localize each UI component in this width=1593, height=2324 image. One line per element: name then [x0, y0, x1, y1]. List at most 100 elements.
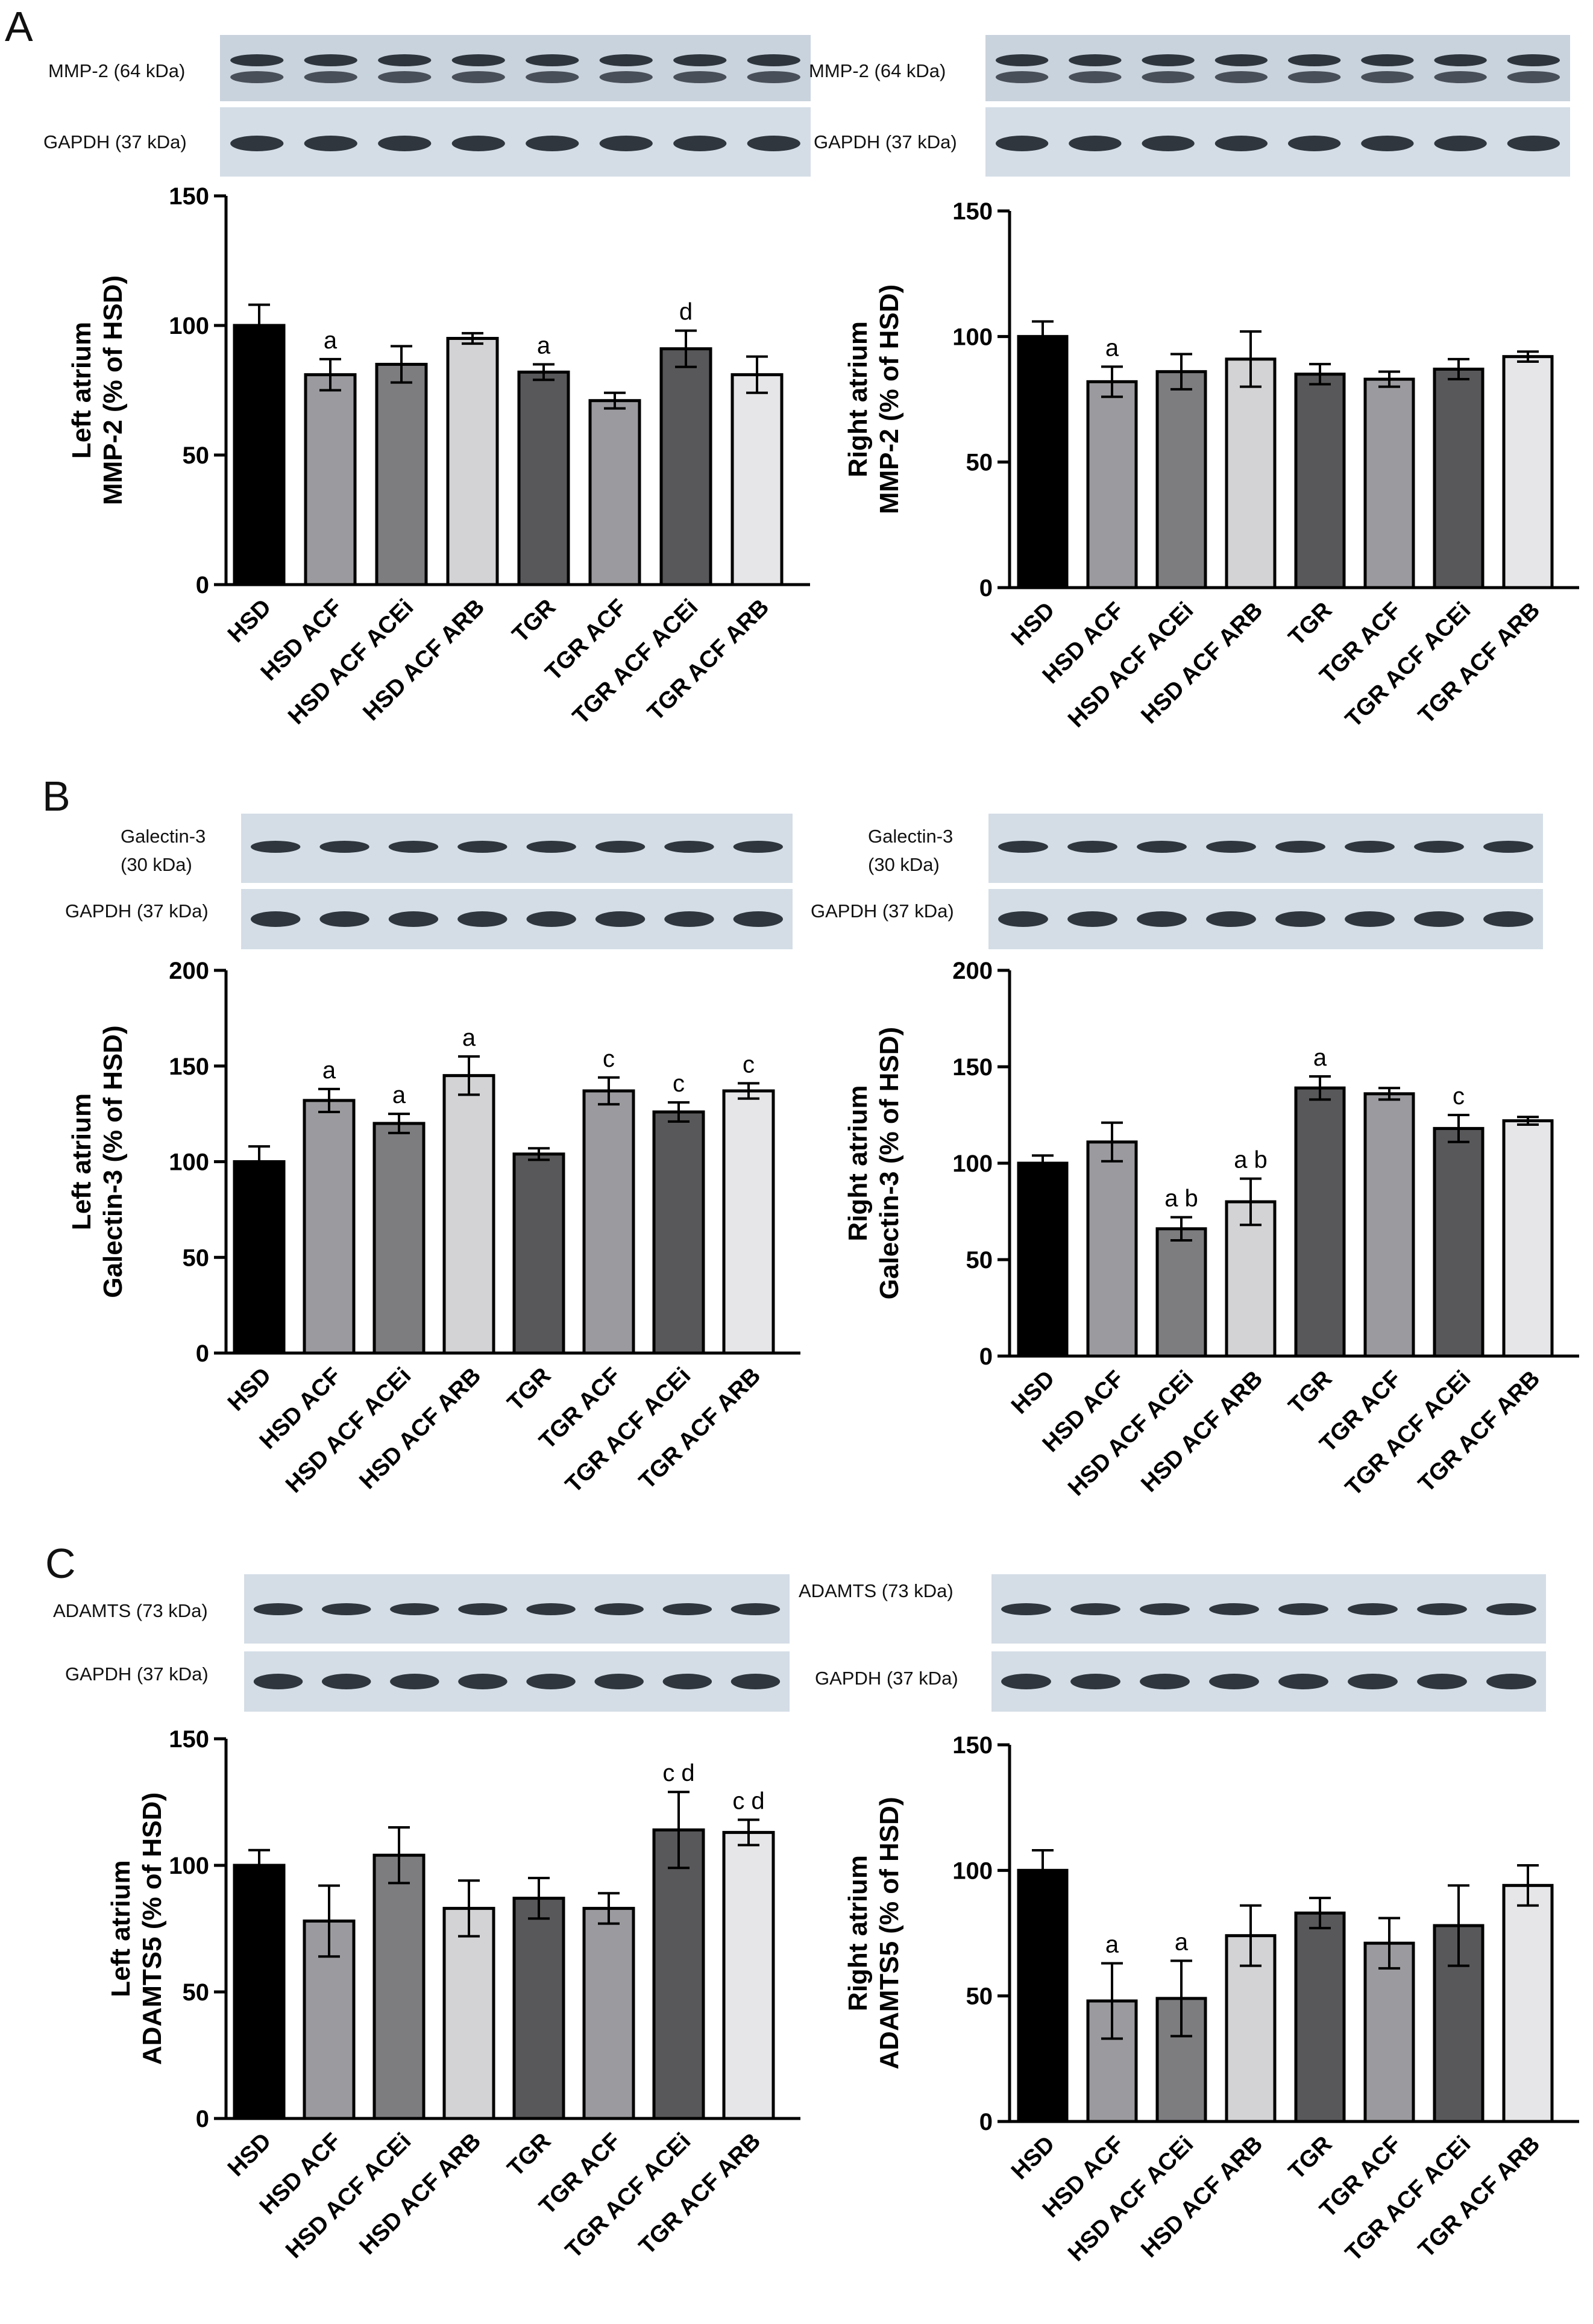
category-label: TGR: [503, 2128, 556, 2182]
blot-band: [731, 1603, 781, 1615]
blot-band: [1486, 1603, 1536, 1615]
category-label: TGR: [1284, 1366, 1337, 1419]
blot-band: [451, 54, 505, 66]
blot-band: [1137, 911, 1187, 927]
blot-band: [1001, 1603, 1051, 1615]
significance-label: c: [743, 1051, 755, 1078]
category-label: HSD ACF ACEi: [283, 594, 418, 729]
bar: [233, 324, 286, 586]
y-axis-label-line2: ADAMTS5 (% of HSD): [875, 1797, 904, 2069]
significance-label: a: [1105, 334, 1119, 361]
blot-band: [733, 911, 783, 927]
significance-label: a: [324, 327, 338, 354]
blot-band: [390, 1603, 439, 1615]
blot-band: [1070, 1603, 1120, 1615]
bar: [1294, 1911, 1346, 2123]
bar: [1502, 355, 1554, 589]
chart-a-left: 0 50 100 150 Left atrium MMP-2 (% of HSD) HSD a…: [67, 183, 810, 729]
bar: [1017, 334, 1069, 589]
blot-strip: [985, 35, 1570, 101]
bar: [233, 1160, 286, 1355]
blot-band: [1348, 1674, 1398, 1689]
blot-band: [1142, 54, 1195, 66]
blot-band: [526, 911, 576, 927]
bar: [1017, 1868, 1069, 2123]
chart-b-right: 0 50 100 150 200 Right atrium Galectin-3 (% of…: [843, 958, 1579, 1501]
category-label: TGR ACF ACEi: [561, 2128, 696, 2263]
y-tick-label: 0: [979, 2109, 993, 2135]
blot-band: [747, 71, 800, 83]
blot-band: [457, 911, 507, 927]
blot-band: [1069, 71, 1122, 83]
bar: [442, 1074, 495, 1355]
category-label: TGR ACF ARB: [643, 594, 774, 726]
y-tick-label: 0: [979, 575, 993, 601]
bar: [1363, 1941, 1415, 2123]
category-label: HSD: [1007, 2131, 1060, 2185]
bar: [303, 1099, 356, 1355]
blot-band: [1434, 71, 1487, 83]
blot-band: [1507, 71, 1560, 83]
blot-band: [1214, 71, 1268, 83]
blot-band: [662, 1603, 712, 1615]
blot-band: [1001, 1674, 1051, 1689]
y-tick-label: 150: [952, 1732, 993, 1759]
blot-band: [594, 1603, 644, 1615]
blot-band: [1137, 841, 1187, 853]
blot-band: [1345, 841, 1395, 853]
y-tick-label: 100: [169, 1149, 209, 1176]
blot-band: [1069, 54, 1122, 66]
significance-label: a b: [1164, 1186, 1198, 1212]
blot-control-label: GAPDH (37 kDa): [814, 131, 957, 152]
bar: [582, 1906, 635, 2120]
blot-band: [319, 911, 369, 927]
blot-band: [664, 841, 714, 853]
blot-band: [998, 841, 1048, 853]
blot-band: [1348, 1603, 1398, 1615]
bar: [372, 1853, 426, 2120]
category-label: HSD: [1007, 597, 1060, 651]
blot-band: [1209, 1674, 1259, 1689]
y-tick-label: 50: [966, 450, 993, 476]
blot-c-right: ADAMTS (73 kDa) GAPDH (37 kDa): [799, 1574, 1546, 1712]
bar: [375, 363, 428, 586]
y-axis-label-line2: ADAMTS5 (% of HSD): [137, 1792, 167, 2065]
blot-band: [595, 911, 646, 927]
category-label: TGR ACF ACEi: [568, 594, 703, 729]
bar: [512, 1897, 565, 2120]
blot-c-left: ADAMTS (73 kDa) GAPDH (37 kDa): [53, 1574, 790, 1712]
bar: [722, 1089, 775, 1355]
bar: [588, 399, 641, 586]
significance-label: a: [537, 333, 551, 359]
blot-band: [1209, 1603, 1259, 1615]
blot-band: [1361, 136, 1414, 151]
blot-band: [526, 841, 576, 853]
category-label: TGR: [507, 594, 561, 648]
blot-band: [731, 1674, 781, 1689]
blot-protein-label: ADAMTS (73 kDa): [799, 1580, 954, 1601]
bar: [304, 373, 357, 586]
bar: [1225, 357, 1277, 589]
blot-band: [526, 71, 579, 83]
blot-control-label: GAPDH (37 kDa): [65, 900, 209, 922]
y-tick-label: 150: [169, 183, 209, 210]
blot-band: [1287, 54, 1341, 66]
y-tick-label: 100: [952, 1858, 993, 1884]
blot-control-label: GAPDH (37 kDa): [43, 131, 187, 152]
blot-band: [304, 71, 357, 83]
blot-band: [1486, 1674, 1536, 1689]
bar: [1017, 1161, 1069, 1358]
bar: [1294, 372, 1346, 589]
bar: [442, 1906, 495, 2120]
chart-c-right: 0 50 100 150 Right atrium ADAMTS5 (% of HSD) H…: [843, 1732, 1579, 2266]
bar: [446, 337, 499, 586]
blot-band: [1345, 911, 1395, 927]
blot-band: [458, 1603, 507, 1615]
y-tick-label: 0: [979, 1343, 993, 1370]
y-tick-label: 50: [183, 442, 210, 469]
bar: [659, 347, 712, 586]
blot-band: [1507, 54, 1560, 66]
blot-band: [1483, 841, 1533, 853]
category-label: TGR ACF ACEi: [561, 1363, 696, 1498]
blot-band: [747, 136, 800, 151]
